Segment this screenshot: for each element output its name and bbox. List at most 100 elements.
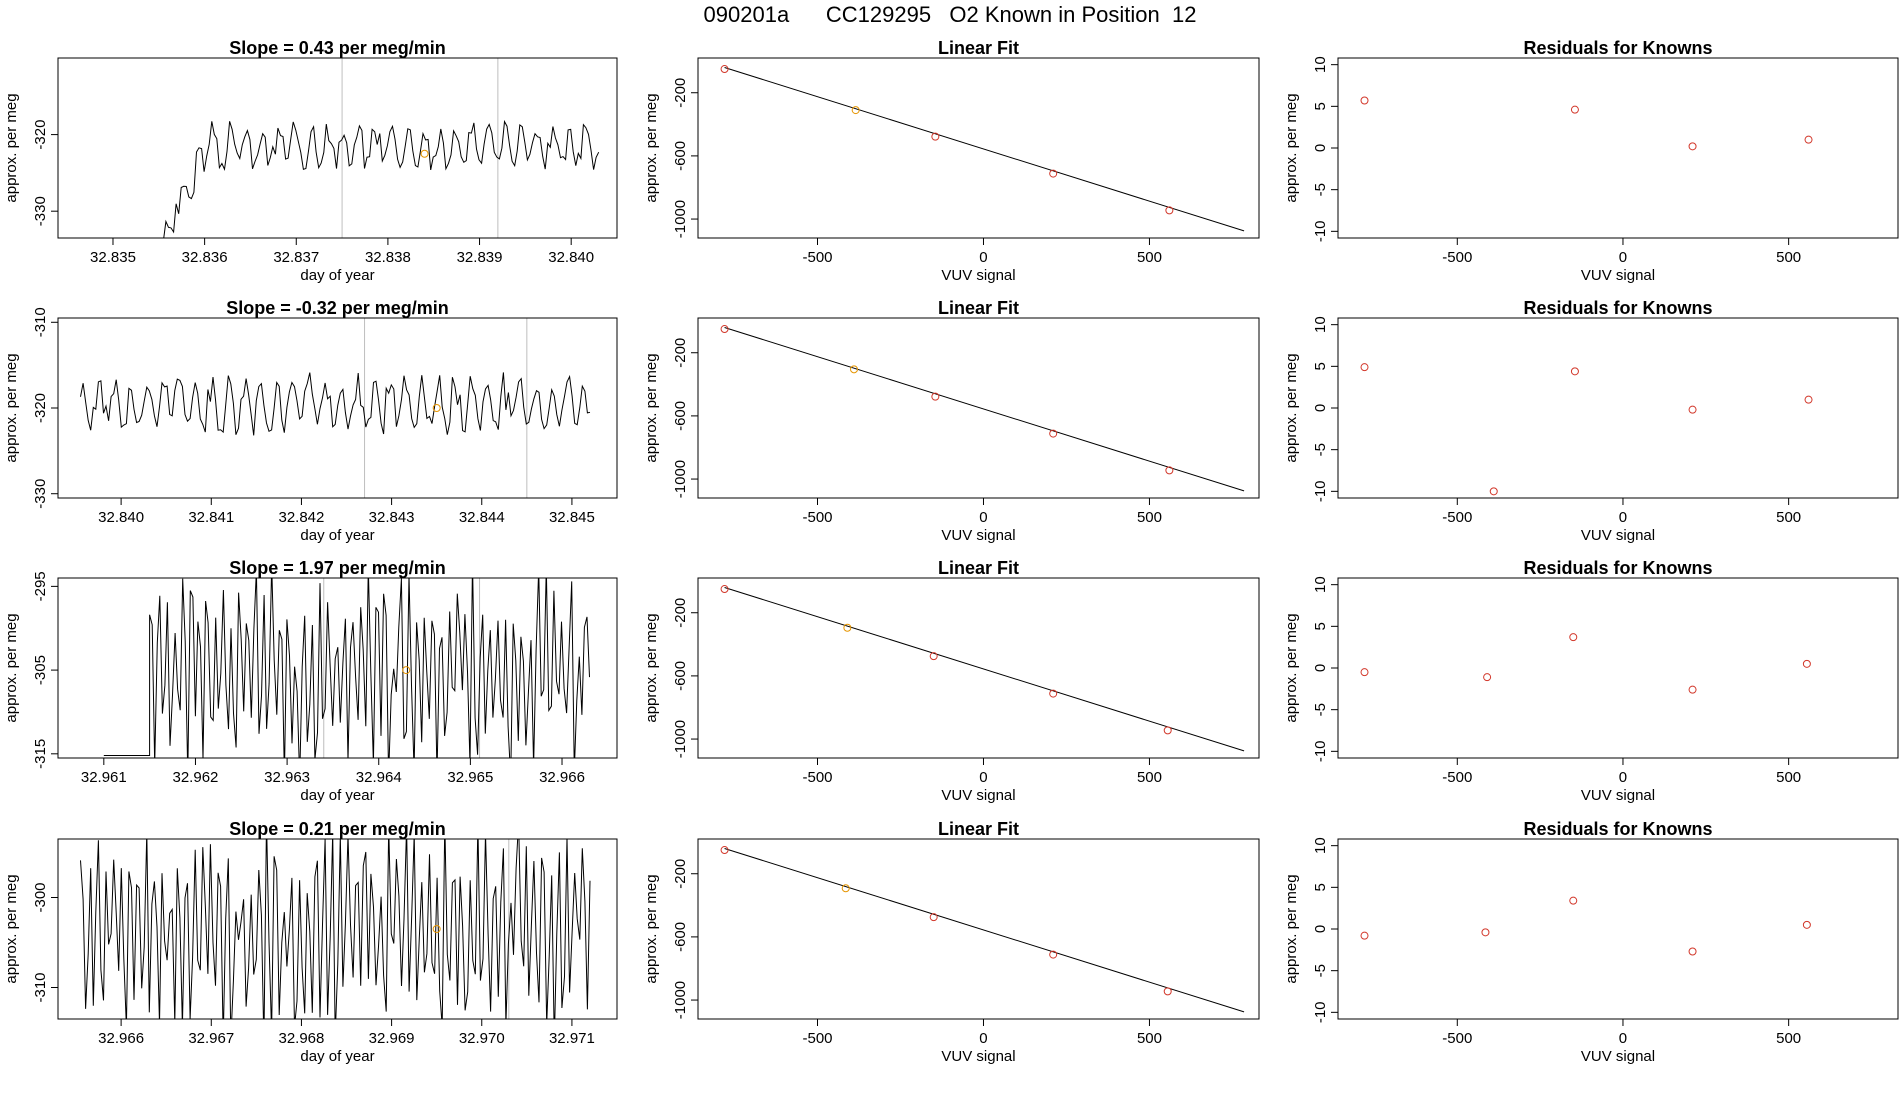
x-tick-label: 32.969 [369,1030,415,1047]
signal-trace [80,372,591,436]
data-point [1688,142,1697,151]
y-axis-title: approx. per meg [1283,613,1300,722]
data-point [720,325,729,334]
y-axis: -10 -5 0 5 10 [1312,316,1339,502]
panel-0-2: -500 0 500 -10 -5 0 5 10 Residuals for Knowns VUV… [1283,38,1899,284]
x-tick-label: -500 [802,769,832,786]
y-tick-label: -295 [32,571,49,601]
plot-area [1360,633,1811,694]
x-tick-label: 32.961 [81,769,127,786]
plot-area [1360,96,1813,151]
plot-area [720,585,1245,752]
x-tick-label: 32.844 [459,509,505,526]
panel-0-1: -500 0 500 -1000 -600 -200 Linear Fit VUV signa… [643,38,1260,284]
x-axis: -500 0 500 [802,757,1162,786]
x-tick-label: 32.963 [264,769,310,786]
data-point [1804,395,1813,404]
orange-marker [432,404,441,412]
data-point [841,884,850,893]
x-axis: -500 0 500 [802,497,1162,526]
x-tick-label: 500 [1137,769,1162,786]
x-axis-title: VUV signal [941,1048,1015,1065]
y-axis: -330 -320 [32,120,59,226]
data-point [1360,931,1369,940]
y-axis: -1000 -600 -200 [672,338,699,498]
panel-3-0: 32.966 32.967 32.968 32.969 32.970 32.971 -310… [3,819,618,1065]
x-tick-label: 32.841 [188,509,234,526]
y-tick-label: -1000 [672,200,689,238]
fit-line [724,66,1245,232]
plot-frame [697,57,1260,239]
y-axis-title: approx. per meg [643,874,660,983]
y-tick-label: 10 [1312,316,1329,333]
panel-title: Residuals for Knowns [1523,38,1712,58]
y-tick-label: -330 [32,196,49,226]
panel-1-2: -500 0 500 -10 -5 0 5 10 Residuals for Knowns VUV… [1283,298,1899,544]
x-tick-label: 500 [1776,1030,1801,1047]
x-axis-title: VUV signal [1581,527,1655,544]
data-point [1688,685,1697,694]
x-tick-label: 32.971 [549,1030,595,1047]
panel-2-0: 32.961 32.962 32.963 32.964 32.965 32.966 -315… [3,558,618,804]
x-tick-label: 32.965 [447,769,493,786]
x-axis-title: VUV signal [1581,267,1655,284]
y-tick-label: -600 [672,922,689,952]
x-axis: 32.840 32.841 32.842 32.843 32.844 32.845 [98,497,595,526]
y-axis: -315 -305 -295 [32,571,59,769]
x-tick-label: 0 [979,1030,987,1047]
x-tick-label: 32.840 [548,249,594,266]
x-tick-label: 500 [1776,509,1801,526]
x-axis-title: VUV signal [1581,1048,1655,1065]
data-point [1360,363,1369,372]
panel-title: Linear Fit [938,819,1019,839]
y-axis-title: approx. per meg [1283,874,1300,983]
panel-3-1: -500 0 500 -1000 -600 -200 Linear Fit VUV signa… [643,819,1260,1065]
y-tick-label: 5 [1312,102,1329,110]
y-tick-label: -320 [32,120,49,150]
y-tick-label: -200 [672,338,689,368]
data-point [1569,896,1578,905]
y-tick-label: -10 [1312,480,1329,502]
x-tick-label: -500 [1442,509,1472,526]
x-tick-label: -500 [802,509,832,526]
data-point [1570,367,1579,376]
plot-frame [57,838,618,1020]
plot-area [1360,896,1811,956]
x-tick-label: 500 [1137,1030,1162,1047]
x-tick-label: 32.840 [98,509,144,526]
plot-frame [697,317,1260,499]
data-point [843,623,852,632]
x-tick-label: -500 [1442,249,1472,266]
data-point [1802,659,1811,668]
y-tick-label: -1000 [672,981,689,1019]
data-point [1688,405,1697,414]
plot-frame [697,577,1260,759]
plot-area [80,839,591,1019]
y-tick-label: -300 [32,882,49,912]
panel-title: Linear Fit [938,38,1019,58]
plot-frame [697,838,1260,1020]
fit-line [724,847,1245,1013]
x-tick-label: 0 [979,509,987,526]
data-point [1688,947,1697,956]
plot-area [720,325,1245,492]
data-point [1049,689,1058,698]
y-axis: -10 -5 0 5 10 [1312,837,1339,1023]
x-tick-label: -500 [1442,769,1472,786]
panel-3-2: -500 0 500 -10 -5 0 5 10 Residuals for Knowns VUV… [1283,819,1899,1065]
y-tick-label: -315 [32,739,49,769]
panel-title: Residuals for Knowns [1523,298,1712,318]
y-tick-label: 10 [1312,576,1329,593]
y-axis: -330 -320 -310 [32,307,59,509]
y-tick-label: 0 [1312,925,1329,933]
data-point [1165,466,1174,475]
x-tick-label: 0 [1619,249,1627,266]
data-point [1049,169,1058,178]
x-tick-label: 32.836 [182,249,228,266]
panel-title: Slope = 0.21 per meg/min [229,819,446,839]
data-point [1570,105,1579,114]
data-point [850,365,859,374]
y-axis-title: approx. per meg [643,353,660,462]
x-tick-label: 32.962 [173,769,219,786]
panel-0-0: 32.835 32.836 32.837 32.838 32.839 32.840 -330… [3,38,618,284]
